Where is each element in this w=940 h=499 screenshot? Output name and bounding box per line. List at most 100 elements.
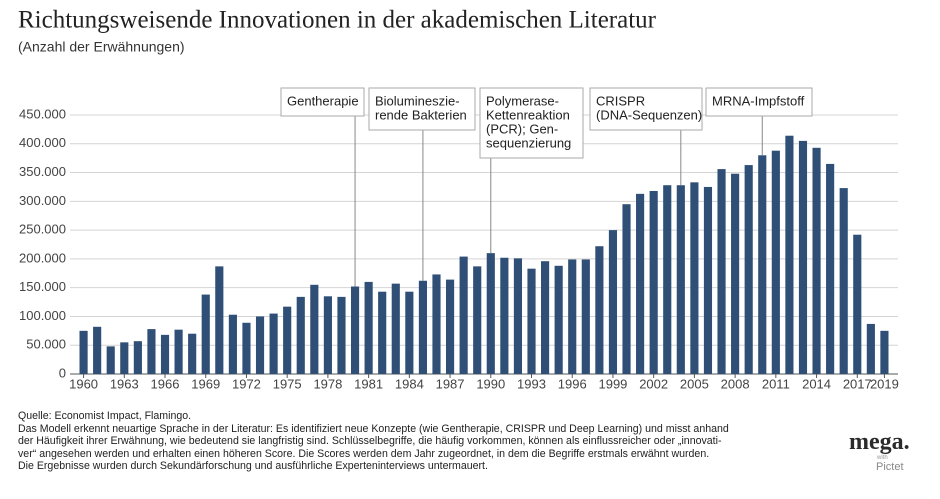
bar: [459, 256, 468, 374]
annotation-text: (PCR); Gen-: [486, 121, 558, 136]
bar: [350, 286, 360, 374]
bar: [541, 261, 550, 374]
x-tick-label: 2014: [802, 376, 831, 391]
bar: [839, 188, 848, 374]
x-tick-label: 2005: [680, 376, 709, 391]
bar: [785, 135, 794, 374]
bar: [283, 306, 292, 374]
note: ver“ angesehen werden und erhalten einen…: [18, 447, 710, 460]
y-tick-label: 50.000: [26, 337, 66, 352]
bar: [188, 333, 197, 374]
bar: [812, 147, 821, 374]
x-tick-label: 1978: [313, 376, 342, 391]
bar: [133, 341, 142, 374]
bar: [880, 330, 889, 374]
x-tick-label: 2002: [639, 376, 668, 391]
bar: [432, 274, 441, 374]
chart-subtitle: (Anzahl der Erwähnungen): [18, 39, 185, 55]
bar: [622, 204, 631, 374]
bar: [160, 334, 170, 374]
annotation-text: (DNA-Sequenzen): [596, 107, 702, 122]
x-tick-label: 2017: [843, 376, 872, 391]
bar: [866, 323, 875, 374]
bar: [269, 313, 278, 374]
bar: [663, 185, 672, 374]
chart-title: Richtungsweisende Innovationen in der ak…: [18, 7, 657, 34]
bar: [486, 253, 495, 374]
bar: [636, 193, 645, 374]
note: Die Ergebnisse wurden durch Sekundärfors…: [18, 460, 488, 473]
bar: [826, 163, 835, 374]
bar: [93, 326, 102, 374]
x-tick-label: 1969: [191, 376, 220, 391]
x-tick-label: 1960: [69, 376, 98, 391]
bar: [120, 342, 129, 374]
y-tick-label: 350.000: [19, 164, 66, 179]
x-tick-label: 1984: [395, 376, 424, 391]
y-tick-label: 250.000: [19, 222, 66, 237]
x-tick-label: 2011: [762, 376, 790, 391]
x-tick-label: 1972: [232, 376, 261, 391]
footer: Quelle: Economist Impact, Flamingo. Das …: [18, 410, 778, 473]
x-tick-label: 1993: [517, 376, 546, 391]
x-tick-label: 2008: [721, 376, 750, 391]
bar: [364, 281, 373, 374]
bar: [147, 329, 156, 374]
bar: [581, 259, 590, 374]
x-tick-label: 1990: [476, 376, 505, 391]
bar: [527, 268, 536, 374]
bar: [703, 186, 713, 374]
y-tick-label: 300.000: [19, 193, 66, 208]
bar: [242, 322, 251, 374]
x-tick-label: 1987: [436, 376, 465, 391]
annotation-box: [705, 87, 813, 117]
note: der Häufigkeit ihrer Erwähnung, wie bede…: [18, 435, 722, 448]
bar: [853, 234, 862, 374]
bar: [568, 259, 577, 374]
annotation-box: [368, 87, 476, 131]
bar: [690, 182, 699, 374]
annotation-text: MRNA-Impfstoff: [712, 93, 805, 108]
annotation-text: Kettenreaktion: [486, 107, 570, 122]
bar: [106, 346, 115, 374]
bar: [201, 294, 210, 374]
annotation-text: sequenzierung: [486, 135, 571, 150]
bar: [595, 246, 604, 374]
bar: [771, 150, 780, 374]
bar: [649, 190, 658, 374]
bar: [554, 265, 563, 374]
bar: [378, 291, 387, 374]
y-tick-label: 100.000: [19, 308, 66, 323]
y-tick-label: 200.000: [19, 250, 66, 265]
note: Das Modell erkennt neuartige Sprache in …: [18, 422, 729, 435]
y-tick-label: 150.000: [19, 279, 66, 294]
bar: [174, 329, 183, 374]
annotation-box: [479, 87, 584, 159]
bar: [445, 279, 455, 374]
bar: [744, 165, 753, 374]
bar: [310, 284, 319, 374]
annotation-box: [589, 87, 703, 131]
x-tick-label: 1963: [110, 376, 139, 391]
bar: [676, 185, 685, 374]
bar: [337, 296, 346, 374]
bar: [215, 266, 224, 374]
y-tick-label: 0: [59, 365, 66, 380]
annotation-text: rende Bakterien: [375, 107, 467, 122]
logo-partner: Pictet: [876, 461, 904, 473]
annotation-text: Gentherapie: [287, 93, 359, 108]
bar: [296, 296, 305, 374]
bar: [513, 258, 523, 374]
bar: [79, 330, 88, 374]
bar: [798, 140, 808, 374]
bar: [228, 314, 237, 374]
y-tick-label: 400.000: [19, 135, 66, 150]
annotation-text: Biolumineszie-: [375, 93, 460, 108]
bar: [323, 296, 332, 374]
bar: [255, 316, 265, 374]
x-tick-label: 1996: [558, 376, 587, 391]
logo-name: mega.: [849, 429, 910, 455]
annotation-text: CRISPR: [596, 93, 645, 108]
bar: [758, 155, 767, 374]
